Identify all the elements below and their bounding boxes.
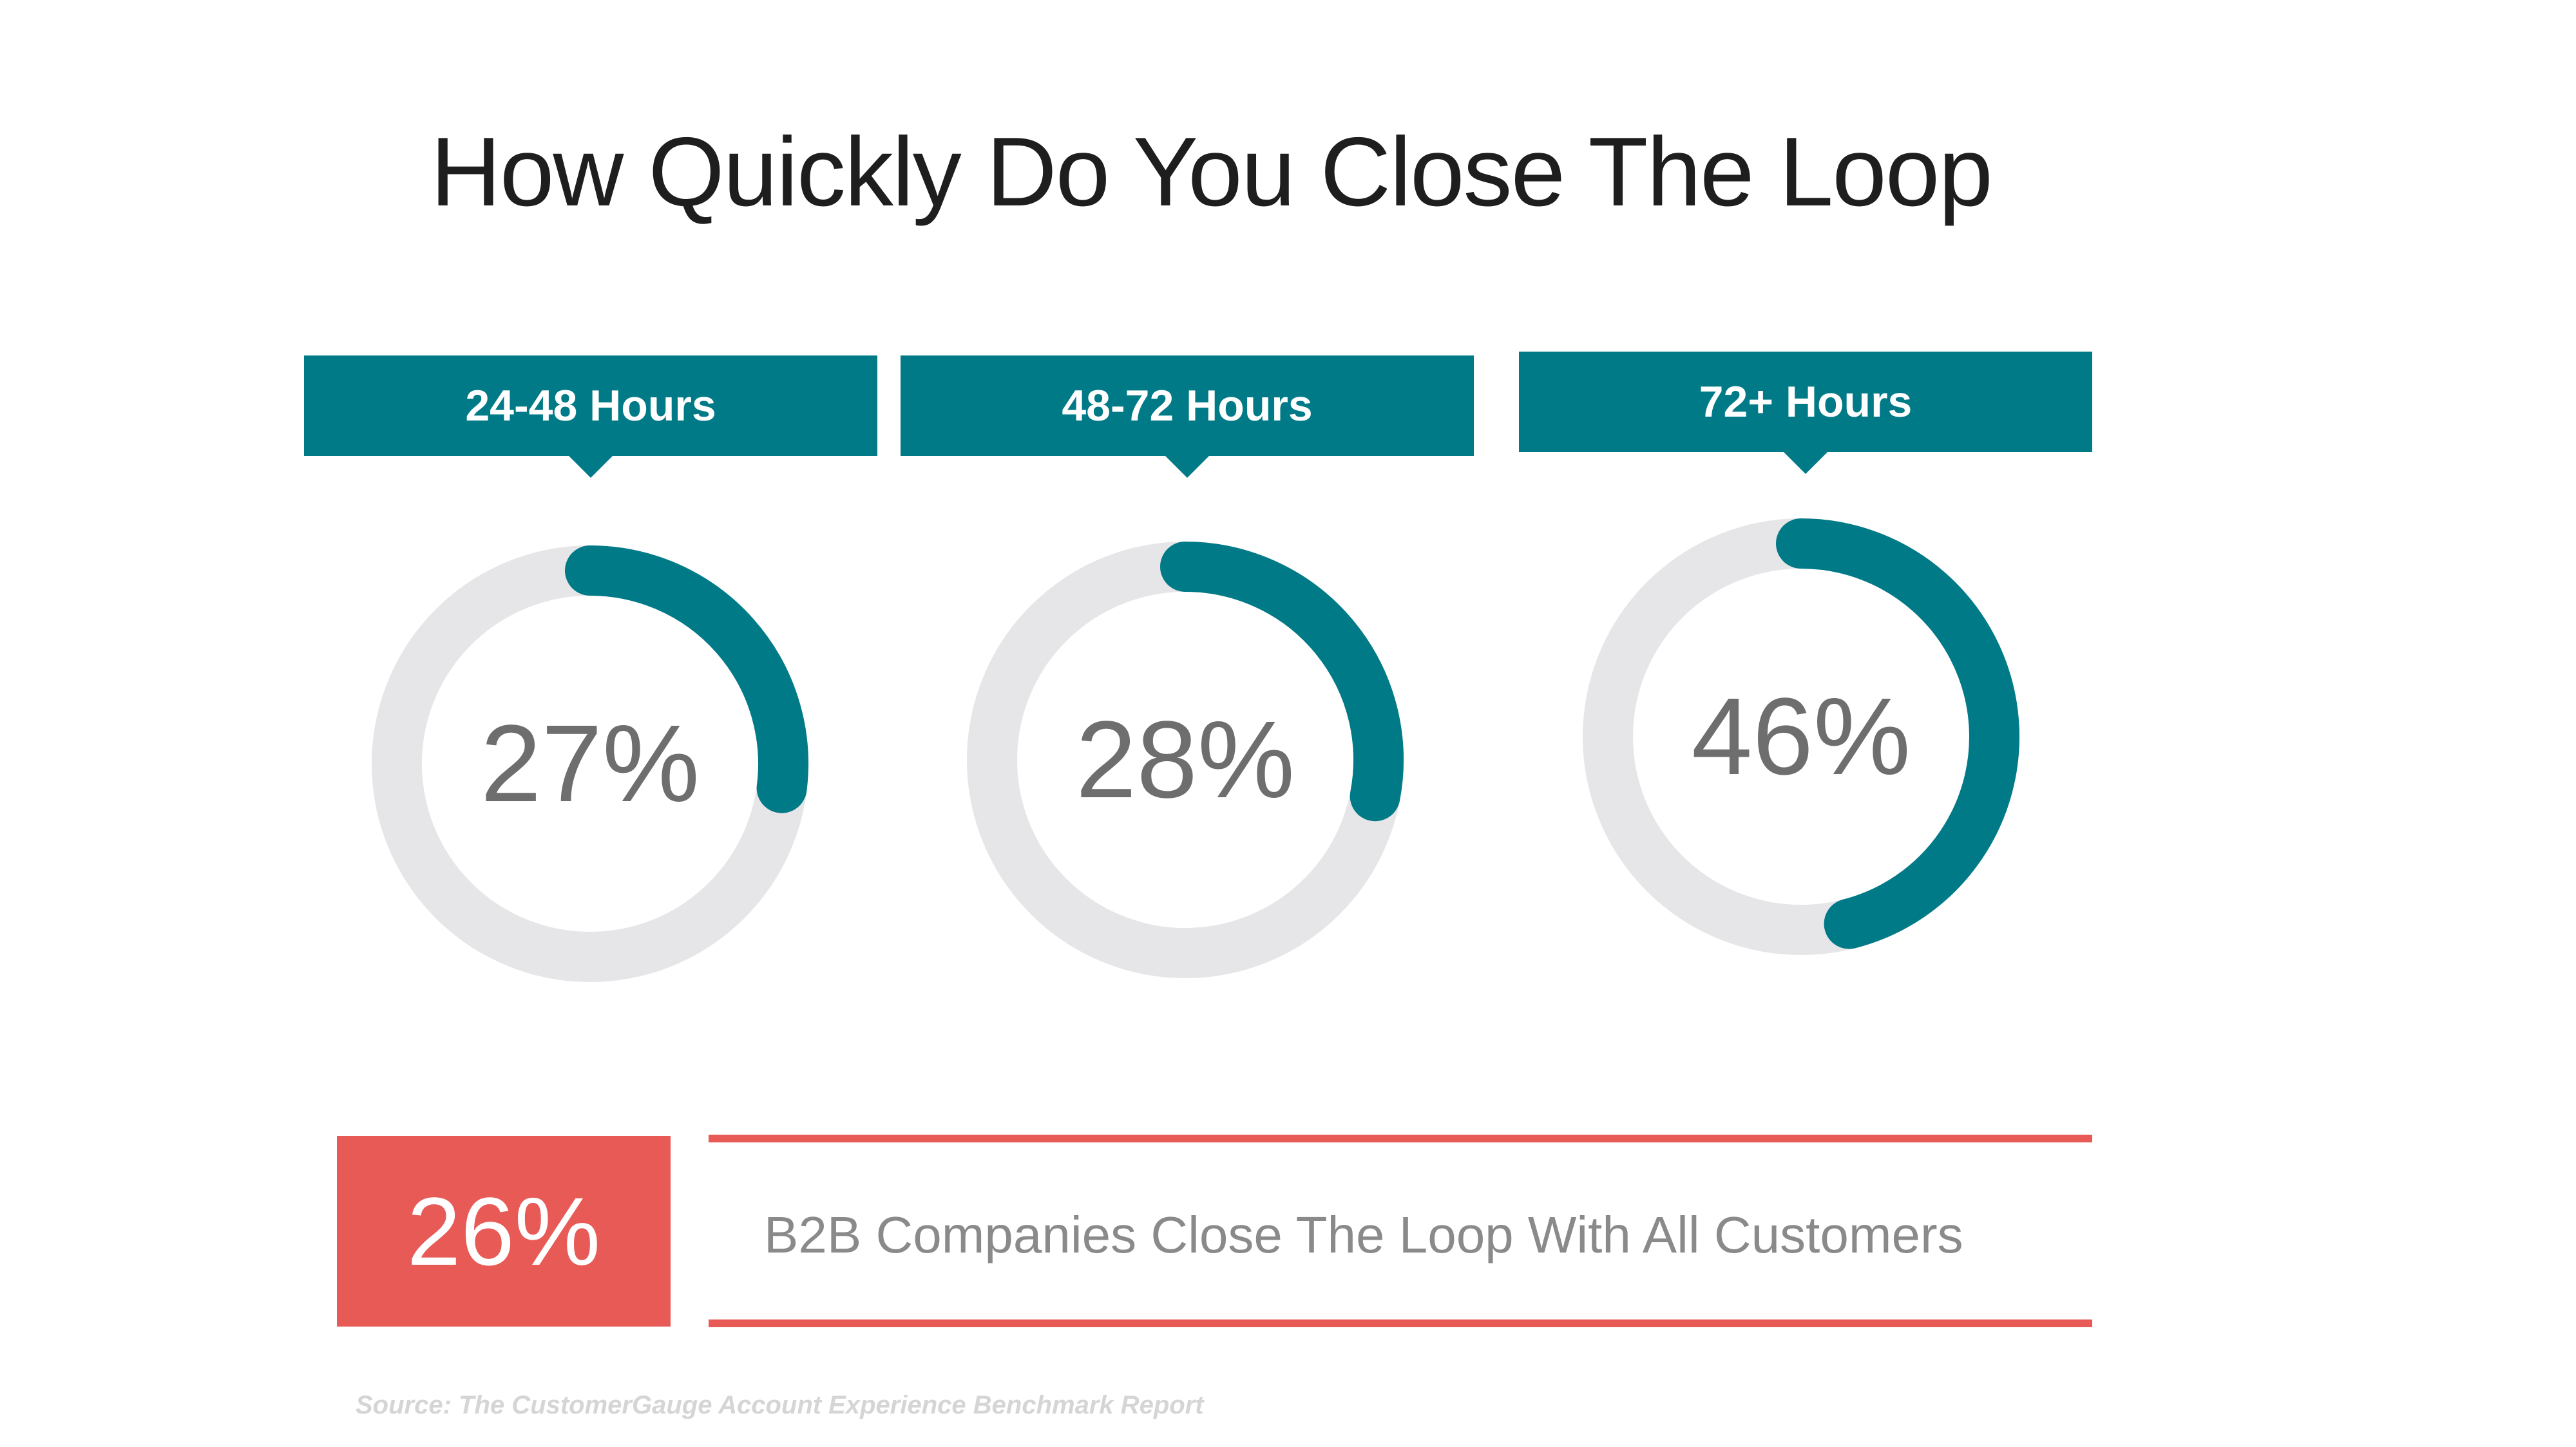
gauge-label-72-plus-hours: 72+ Hours: [1519, 352, 2092, 474]
gauge-label-48-72-hours: 48-72 Hours: [901, 355, 1474, 478]
donut-value-48-72-hours: 28%: [1076, 699, 1295, 821]
stat-bottom-rule: [709, 1319, 2092, 1327]
donut-arc-24-48-hours: [565, 545, 808, 813]
stat-description: B2B Companies Close The Loop With All Cu…: [764, 1206, 1963, 1263]
stat-top-rule: [709, 1135, 2092, 1142]
page-title: How Quickly Do You Close The Loop: [430, 117, 1993, 227]
donut-value-24-48-hours: 27%: [481, 703, 700, 825]
donut-value-72-plus-hours: 46%: [1692, 676, 1911, 798]
donut-arc-48-72-hours: [1160, 542, 1404, 822]
gauge-label-24-48-hours: 24-48 Hours: [304, 355, 877, 478]
stat-value-box: 26%: [337, 1136, 671, 1327]
source-note: Source: The CustomerGauge Account Experi…: [356, 1391, 1204, 1419]
donut-arc-72-plus-hours: [1776, 518, 2019, 949]
